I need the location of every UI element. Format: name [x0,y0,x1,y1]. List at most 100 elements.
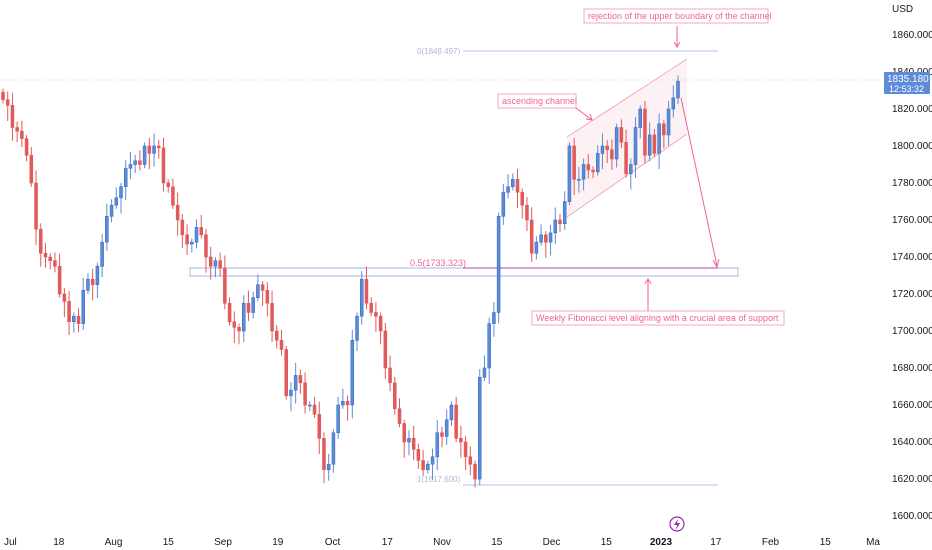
projection-arrow-head [712,258,720,269]
candle-up [72,315,76,323]
last-price-value: 1835.180 [887,74,929,85]
fib-mid-label: 0.5(1733.323) [410,258,466,268]
y-tick-label: 1700.000 [892,326,932,337]
candle-up [548,232,553,243]
channel-annotation-box [497,93,577,109]
candle-down [454,404,458,439]
candle-up [251,297,255,313]
y-tick-label: 1720.000 [892,289,932,300]
candle-down [275,330,279,341]
y-tick-label: 1640.000 [892,437,932,448]
y-tick-label: 1820.000 [892,104,932,115]
rejection-annotation: rejection of the upper boundary of the c… [588,11,772,21]
candle-down [147,145,152,154]
candle-down [62,293,67,302]
x-tick-label: Dec [543,537,561,548]
channel-arrow [575,107,593,121]
candle-up [492,312,496,324]
candle-up [577,179,581,181]
candle-down [397,408,402,424]
x-tick-label: 15 [491,537,503,548]
candle-down [558,219,562,224]
rejection-arrow-head [673,41,681,48]
lightning-icon-circle[interactable] [669,516,685,532]
candle-up [194,227,199,243]
candle-up [293,375,298,391]
fib-arrow-head [644,278,652,285]
candle-down [322,437,326,471]
last-price-box [884,72,930,94]
candle-up [676,80,680,99]
candle-up [600,145,605,154]
candle-down [374,312,378,317]
y-tick-label: 1740.000 [892,252,932,263]
candle-down [208,256,213,267]
candle-down [345,400,350,406]
channel-annotation: ascending channel [502,96,577,106]
candle-down [643,108,647,156]
candle-up [562,201,567,225]
candle-down [53,260,57,267]
candle-up [595,153,600,173]
candle-down [157,145,161,149]
channel-upper-line [566,58,688,138]
candles [1,75,680,488]
x-tick-label: Nov [433,537,451,548]
candle-down [416,449,421,461]
price-axis[interactable]: USD 1600.000 1620.000 1640.000 1660.000 1680… [892,4,932,522]
annotations: rejection of the upper boundary of the c… [497,8,785,326]
candle-up [506,186,510,193]
candle-up [629,164,633,175]
candle-down [232,321,237,328]
candle-up [308,404,312,407]
candle-down [440,432,444,437]
candle-up [435,432,440,458]
candle-down [388,367,392,384]
candle-down [459,437,463,443]
candle-down [199,227,204,236]
candle-down [610,149,614,160]
x-tick-label: Ma [866,537,880,548]
y-tick-label: 1760.000 [892,215,932,226]
candle-up [671,97,676,110]
candle-down [246,302,251,313]
candle-up [86,278,90,291]
x-tick-label: 2023 [650,537,673,548]
candle-down [175,204,180,221]
candle-up [511,179,515,188]
candle-down [260,284,265,291]
candle-down [270,302,274,332]
candle-down [171,186,175,206]
fibonacci-annotation: Weekly Fibonacci level aligning with a c… [536,313,779,323]
fibonacci-levels: 0(1849.497) 0.5(1733.323) 1(1617.600) [0,47,882,486]
candle-down [180,219,185,236]
candle-up [477,376,482,480]
candle-down [265,289,270,304]
time-axis[interactable]: Jul 18 Aug 15 Sep 19 Oct 17 Nov 15 Dec 15 2023 17 Feb 1… [4,516,880,548]
x-tick-label: Sep [214,537,232,548]
candle-up [638,108,643,128]
candle-up [190,241,194,245]
candle-down [76,315,81,324]
candle-down [624,142,628,175]
x-tick-label: Jul [4,537,17,548]
candle-up [501,191,506,217]
candle-up [341,400,345,406]
candle-up [407,437,411,443]
candle-down [468,456,473,465]
channel-arrow-head [585,113,593,121]
candle-up [633,127,638,165]
candle-down [520,191,524,206]
candle-up [105,216,109,243]
candle-up [289,389,293,397]
candle-down [34,182,38,230]
candle-down [29,154,34,184]
candle-up [657,123,661,154]
candle-down [317,413,322,439]
candle-up [123,167,128,187]
candle-up [539,234,543,243]
candle-down [515,179,520,193]
candle-up [95,265,100,286]
ascending-channel [566,58,688,218]
